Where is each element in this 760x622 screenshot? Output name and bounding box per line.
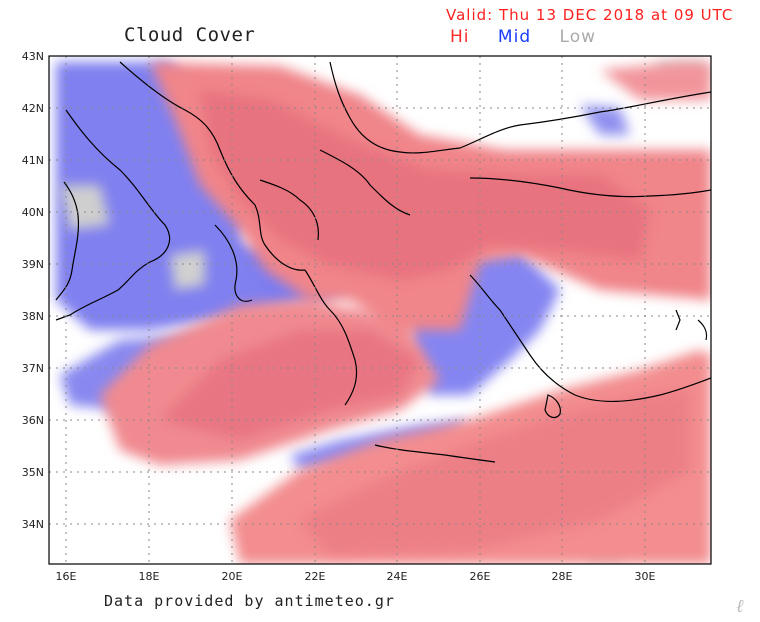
lon-label: 26E	[470, 570, 491, 583]
lon-label: 22E	[305, 570, 326, 583]
lat-label: 35N	[22, 466, 44, 479]
cloud-layers	[49, 56, 711, 564]
lon-label: 24E	[387, 570, 408, 583]
grid-lines	[49, 56, 711, 564]
data-credit: Data provided by antimeteo.gr	[104, 592, 395, 610]
lon-label: 30E	[635, 570, 656, 583]
lat-axis: 43N 42N 41N 40N 39N 38N 37N 36N 35N 34N	[22, 50, 44, 531]
cloud-legend: Hi Mid Low	[450, 27, 618, 47]
lat-label: 41N	[22, 154, 44, 167]
lat-label: 37N	[22, 362, 44, 375]
lon-label: 28E	[552, 570, 573, 583]
legend-low: Low	[559, 27, 596, 47]
lat-label: 36N	[22, 414, 44, 427]
valid-time: Valid: Thu 13 DEC 2018 at 09 UTC	[446, 6, 734, 24]
lon-label: 16E	[56, 570, 77, 583]
lat-label: 43N	[22, 50, 44, 63]
lat-label: 39N	[22, 258, 44, 271]
hi-cloud-core	[160, 90, 690, 555]
lat-label: 34N	[22, 518, 44, 531]
lon-label: 18E	[139, 570, 160, 583]
legend-hi: Hi	[450, 27, 470, 47]
map-frame	[48, 55, 712, 565]
watermark-logo: ℓ	[736, 596, 744, 617]
lat-label: 42N	[22, 102, 44, 115]
legend-mid: Mid	[497, 27, 532, 47]
lat-label: 40N	[22, 206, 44, 219]
coastlines	[55, 61, 711, 463]
lon-label: 20E	[222, 570, 243, 583]
lon-axis: 16E 18E 20E 22E 24E 26E 28E 30E	[56, 570, 656, 583]
map-title: Cloud Cover	[124, 24, 256, 46]
lat-label: 38N	[22, 310, 44, 323]
